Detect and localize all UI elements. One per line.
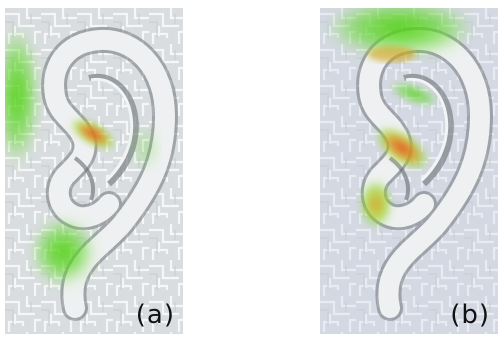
panel-a: (a): [5, 8, 183, 334]
ear-heatmap-image-a: [5, 8, 183, 334]
heat-overlay: [5, 26, 159, 286]
ear-heatmap-image-b: [320, 8, 498, 334]
panel-label-a: (a): [135, 300, 175, 330]
panel-label-b: (b): [450, 300, 490, 330]
heat-overlay: [325, 8, 475, 230]
ear-shape: [41, 26, 179, 321]
panel-b: (b): [320, 8, 498, 334]
